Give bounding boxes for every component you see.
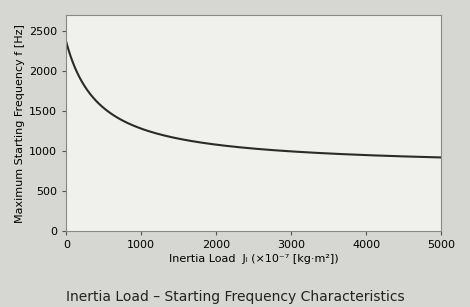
Y-axis label: Maximum Starting Frequency f [Hz]: Maximum Starting Frequency f [Hz] [15,24,25,223]
Text: Inertia Load – Starting Frequency Characteristics: Inertia Load – Starting Frequency Charac… [66,290,404,304]
X-axis label: Inertia Load  Jₗ (×10⁻⁷ [kg·m²]): Inertia Load Jₗ (×10⁻⁷ [kg·m²]) [169,255,338,264]
